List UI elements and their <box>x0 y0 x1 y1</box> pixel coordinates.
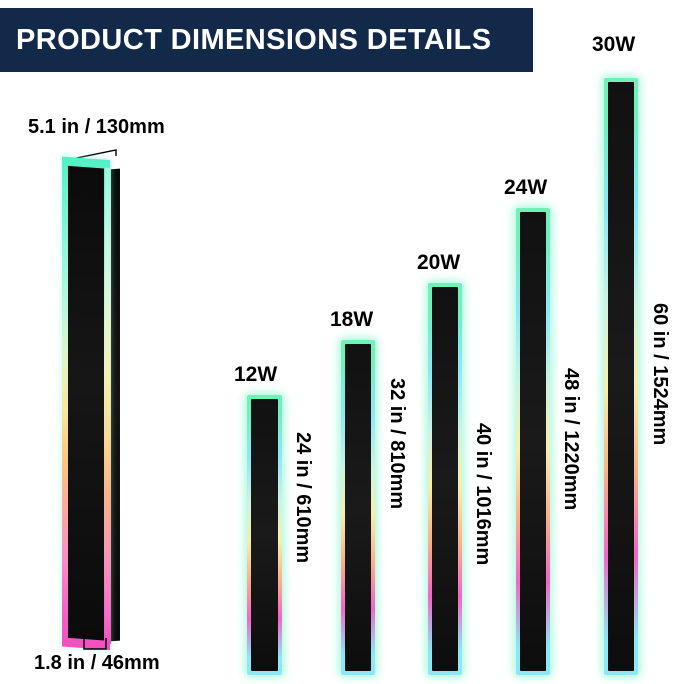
fixture-body-12w <box>251 399 278 671</box>
fixture-led-strip <box>105 167 111 644</box>
length-label-18w: 32 in / 810mm <box>386 378 408 510</box>
length-label-12w: 24 in / 610mm <box>292 432 314 564</box>
fixture-rgb-rim <box>62 156 110 650</box>
watt-label-12w: 12W <box>234 363 278 386</box>
fixture-bar-24w <box>516 208 550 675</box>
main-fixture-perspective <box>62 156 134 652</box>
depth-bracket-icon <box>83 638 107 650</box>
fixture-bar-30w <box>604 78 638 675</box>
depth-dimension-label: 1.8 in / 46mm <box>34 652 160 674</box>
header-banner: PRODUCT DIMENSIONS DETAILS <box>0 8 533 72</box>
fixture-body-30w <box>608 82 634 671</box>
length-label-24w: 48 in / 1220mm <box>560 368 582 511</box>
fixture-body-24w <box>520 212 546 671</box>
fixture-bar-20w <box>428 283 462 675</box>
watt-label-30w: 30W <box>592 33 636 56</box>
length-label-20w: 40 in / 1016mm <box>472 423 494 566</box>
page-title: PRODUCT DIMENSIONS DETAILS <box>16 23 492 56</box>
fixture-front-panel <box>68 165 104 641</box>
fixture-bar-18w <box>341 340 375 675</box>
fixture-body-20w <box>432 287 458 671</box>
watt-label-20w: 20W <box>417 251 461 274</box>
length-label-30w: 60 in / 1524mm <box>649 303 671 446</box>
watt-label-24w: 24W <box>504 176 548 199</box>
width-dimension-label: 5.1 in / 130mm <box>28 116 165 138</box>
fixture-body-18w <box>345 344 371 671</box>
watt-label-18w: 18W <box>330 308 374 331</box>
fixture-bar-12w <box>247 395 282 675</box>
